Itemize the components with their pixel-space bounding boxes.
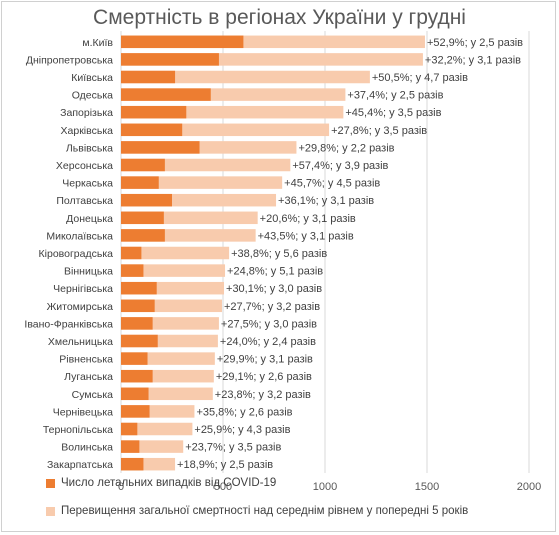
bar-covid bbox=[121, 123, 183, 137]
category-label: Львівська bbox=[66, 142, 113, 154]
bar-excess bbox=[121, 264, 226, 277]
bar-covid bbox=[121, 440, 140, 453]
legend-swatch-covid bbox=[46, 478, 55, 488]
data-label: +29,9%; у 3,1 разів bbox=[217, 354, 313, 366]
x-tick-label: 0 bbox=[118, 481, 124, 493]
category-label: Тернопільська bbox=[43, 424, 113, 436]
data-label: +25,9%; у 4,3 разів bbox=[194, 424, 290, 436]
data-label: +35,8%; у 2,6 разів bbox=[196, 406, 292, 418]
bar-excess bbox=[121, 246, 230, 260]
bar-covid bbox=[121, 246, 142, 260]
bar-covid bbox=[121, 369, 153, 383]
bar-covid bbox=[121, 70, 176, 84]
bar-covid bbox=[121, 88, 211, 101]
bar-covid bbox=[121, 352, 148, 365]
data-label: +29,8%; у 2,2 разів bbox=[298, 142, 394, 154]
x-tick-label: 500 bbox=[214, 481, 232, 493]
bar-excess bbox=[121, 70, 370, 84]
bar-excess bbox=[121, 176, 283, 189]
bar-covid bbox=[121, 53, 219, 66]
bar-covid bbox=[121, 211, 164, 225]
legend-item-covid: Число летальних випадків від COVID-19 bbox=[46, 477, 276, 489]
category-label: Хмельницька bbox=[48, 336, 113, 348]
legend-swatch-excess bbox=[46, 506, 55, 516]
category-label: Київська bbox=[71, 72, 113, 84]
data-label: +23,7%; у 3,5 разів bbox=[185, 442, 281, 454]
category-label: Закарпатська bbox=[47, 459, 113, 471]
category-label: Запорізька bbox=[60, 107, 113, 119]
category-label: Житомирська bbox=[47, 301, 114, 313]
data-label: +29,1%; у 2,6 разів bbox=[216, 371, 312, 383]
category-label: Дніпропетровська bbox=[26, 54, 113, 66]
category-label: Херсонська bbox=[56, 160, 113, 172]
category-label: Чернівецька bbox=[53, 406, 113, 418]
bar-covid bbox=[121, 387, 149, 401]
category-label: Івано-Франківська bbox=[24, 318, 113, 330]
data-label: +30,1%; у 3,0 разів bbox=[226, 283, 322, 295]
x-tick-label: 2000 bbox=[517, 481, 541, 493]
category-label: Вінницька bbox=[64, 266, 113, 278]
x-tick-label: 1500 bbox=[415, 481, 439, 493]
bar-covid bbox=[121, 105, 187, 119]
bar-covid bbox=[121, 176, 159, 189]
category-label: Чернігівська bbox=[53, 283, 113, 295]
data-label: +32,2%; у 3,1 разів bbox=[425, 54, 521, 66]
bar-covid bbox=[121, 141, 200, 154]
bar-covid bbox=[121, 193, 172, 207]
data-label: +18,9%; у 2,5 разів bbox=[177, 459, 273, 471]
category-label: Харківська bbox=[61, 125, 114, 137]
category-label: Миколаївська bbox=[46, 230, 113, 242]
data-label: +24,8%; у 5,1 разів bbox=[227, 266, 323, 278]
category-label: Полтавська bbox=[56, 195, 113, 207]
bar-covid bbox=[121, 457, 144, 471]
data-label: +50,5%; у 4,7 разів bbox=[372, 72, 468, 84]
bar-covid bbox=[121, 229, 165, 242]
data-label: +45,4%; у 3,5 разів bbox=[345, 107, 441, 119]
bar-covid bbox=[121, 334, 158, 348]
chart-title: Смертність в регіонах України у грудні bbox=[93, 6, 466, 29]
data-label: +23,8%; у 3,2 разів bbox=[215, 389, 311, 401]
data-label: +57,4%; у 3,9 разів bbox=[292, 160, 388, 172]
category-label: Кіровоградська bbox=[39, 248, 114, 260]
legend-label-excess: Перевищення загальної смертності над сер… bbox=[61, 505, 469, 517]
bar-covid bbox=[121, 281, 157, 295]
x-tick-label: 1000 bbox=[313, 481, 337, 493]
category-label: Сумська bbox=[72, 389, 113, 401]
category-label: м.Київ bbox=[82, 37, 113, 49]
data-label: +20,6%; у 3,1 разів bbox=[260, 213, 356, 225]
category-label: Волинська bbox=[61, 442, 113, 454]
data-label: +27,7%; у 3,2 разів bbox=[224, 301, 320, 313]
category-label: Черкаська bbox=[62, 178, 113, 190]
category-label: Рівненська bbox=[59, 354, 113, 366]
bar-covid bbox=[121, 317, 153, 330]
legend-label-covid: Число летальних випадків від COVID-19 bbox=[61, 477, 277, 489]
legend-item-excess: Перевищення загальної смертності над сер… bbox=[46, 505, 468, 517]
category-label: Донецька bbox=[66, 213, 113, 225]
data-label: +45,7%; у 4,5 разів bbox=[284, 178, 380, 190]
data-label: +27,8%; у 3,5 разів bbox=[331, 125, 427, 137]
bar-covid bbox=[121, 299, 155, 313]
data-label: +43,5%; у 3,1 разів bbox=[258, 230, 354, 242]
bar-covid bbox=[121, 405, 150, 418]
data-label: +38,8%; у 5,6 разів bbox=[231, 248, 327, 260]
bar-covid bbox=[121, 158, 165, 172]
data-label: +24,0%; у 2,4 разів bbox=[220, 336, 316, 348]
category-label: Одеська bbox=[72, 90, 113, 102]
bar-excess bbox=[121, 422, 193, 436]
bar-covid bbox=[121, 422, 138, 436]
category-label: Луганська bbox=[64, 371, 113, 383]
data-label: +37,4%; у 2,5 разів bbox=[347, 90, 443, 102]
data-label: +27,5%; у 3,0 разів bbox=[221, 318, 317, 330]
data-label: +36,1%; у 3,1 разів bbox=[278, 195, 374, 207]
data-label: +52,9%; у 2,5 разів bbox=[427, 37, 523, 49]
bar-covid bbox=[121, 35, 244, 49]
bar-covid bbox=[121, 264, 144, 277]
